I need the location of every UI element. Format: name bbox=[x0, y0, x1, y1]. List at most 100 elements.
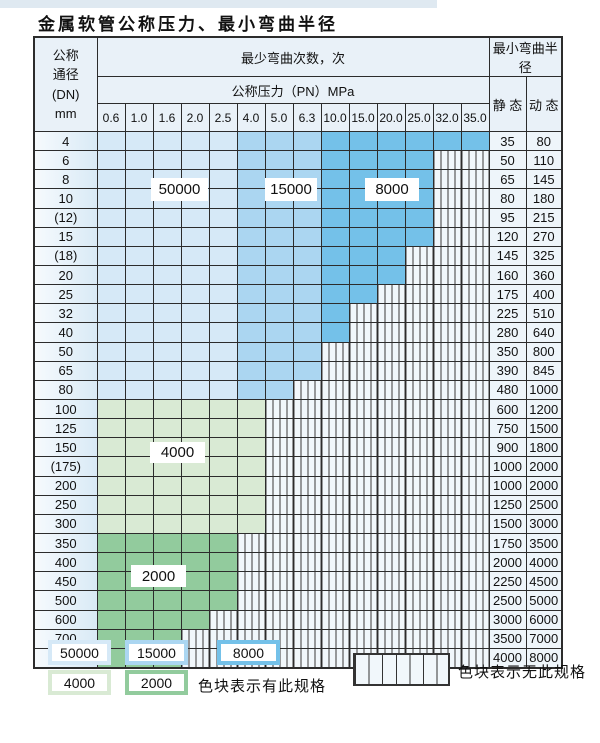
legend-available-label: 色块表示有此规格 bbox=[198, 678, 327, 695]
pressure-cell-available bbox=[152, 207, 182, 228]
pressure-cell-unavailable bbox=[460, 418, 490, 439]
pressure-cell-available bbox=[124, 398, 154, 420]
pressure-cell-available bbox=[292, 303, 322, 324]
dynamic-radius-cell: 800 bbox=[525, 341, 563, 362]
pressure-cell-available bbox=[208, 322, 238, 343]
pressure-cell-available bbox=[236, 245, 266, 266]
pressure-cell-available bbox=[264, 207, 294, 228]
dynamic-radius-cell: 1200 bbox=[525, 398, 563, 420]
cycles-header: 最少弯曲次数，次 bbox=[96, 36, 490, 77]
pressure-tick: 2.5 bbox=[208, 103, 238, 132]
pressure-cell-unavailable bbox=[404, 532, 434, 554]
static-radius-cell: 600 bbox=[488, 398, 527, 420]
dynamic-radius-cell: 5000 bbox=[525, 590, 563, 611]
pressure-cell-unavailable bbox=[208, 609, 238, 630]
static-radius-cell: 480 bbox=[488, 379, 527, 400]
pressure-cell-available bbox=[96, 341, 126, 362]
pressure-tick: 15.0 bbox=[348, 103, 378, 132]
table-row: 4 35 80 bbox=[33, 130, 563, 152]
static-radius-cell: 35 bbox=[488, 130, 527, 152]
pressure-cell-available bbox=[124, 341, 154, 362]
dn-cell: 350 bbox=[33, 532, 98, 554]
pressure-cell-available bbox=[292, 360, 322, 381]
pressure-cell-available bbox=[96, 303, 126, 324]
cycle-count-label: 4000 bbox=[150, 442, 205, 463]
pressure-cell-available bbox=[320, 150, 350, 171]
pressure-cell-unavailable bbox=[264, 532, 294, 554]
dynamic-radius-cell: 270 bbox=[525, 226, 563, 247]
pressure-cell-unavailable bbox=[348, 475, 378, 496]
pressure-cell-available bbox=[152, 303, 182, 324]
pressure-cell-unavailable bbox=[376, 475, 406, 496]
pressure-cell-unavailable bbox=[376, 609, 406, 630]
static-header: 静 态 bbox=[488, 76, 527, 132]
pressure-cell-available bbox=[124, 264, 154, 286]
pressure-cell-available bbox=[236, 379, 266, 400]
pressure-cell-available bbox=[152, 264, 182, 286]
pressure-cell-unavailable bbox=[348, 322, 378, 343]
pressure-cell-available bbox=[208, 207, 238, 228]
table-row: 32 225 510 bbox=[33, 303, 563, 324]
pressure-cell-unavailable bbox=[432, 552, 462, 573]
pressure-header: 公称压力（PN）MPa bbox=[96, 76, 490, 104]
pressure-cell-available bbox=[96, 456, 126, 477]
pressure-cell-unavailable bbox=[292, 552, 322, 573]
dynamic-radius-cell: 3000 bbox=[525, 513, 563, 534]
pressure-cell-unavailable bbox=[348, 590, 378, 611]
pressure-cell-unavailable bbox=[320, 379, 350, 400]
pressure-cell-unavailable bbox=[460, 379, 490, 400]
pressure-cell-unavailable bbox=[432, 494, 462, 515]
dynamic-radius-cell: 3500 bbox=[525, 532, 563, 554]
pressure-tick: 10.0 bbox=[320, 103, 350, 132]
pressure-cell-unavailable bbox=[376, 398, 406, 420]
pressure-cell-unavailable bbox=[236, 590, 266, 611]
pressure-cell-unavailable bbox=[404, 552, 434, 573]
pressure-cell-available bbox=[320, 303, 350, 324]
pressure-cell-unavailable bbox=[432, 513, 462, 534]
pressure-cell-available bbox=[124, 418, 154, 439]
dynamic-radius-cell: 145 bbox=[525, 169, 563, 190]
pressure-cell-available bbox=[376, 150, 406, 171]
pressure-cell-unavailable bbox=[460, 609, 490, 630]
pressure-cell-available bbox=[208, 379, 238, 400]
pressure-cell-unavailable bbox=[236, 609, 266, 630]
pressure-cell-available bbox=[124, 130, 154, 152]
table-row: 25 175 400 bbox=[33, 284, 563, 305]
pressure-cell-unavailable bbox=[292, 571, 322, 592]
pressure-cell-unavailable bbox=[404, 303, 434, 324]
dn-cell: 50 bbox=[33, 341, 98, 362]
pressure-cell-unavailable bbox=[376, 322, 406, 343]
pressure-cell-unavailable bbox=[376, 456, 406, 477]
top-strip-decoration bbox=[0, 0, 437, 8]
pressure-cell-available bbox=[236, 169, 266, 190]
pressure-cell-unavailable bbox=[348, 379, 378, 400]
pressure-cell-available bbox=[124, 513, 154, 534]
dynamic-radius-cell: 80 bbox=[525, 130, 563, 152]
pressure-cell-unavailable bbox=[320, 475, 350, 496]
pressure-cell-unavailable bbox=[404, 494, 434, 515]
pressure-cell-unavailable bbox=[460, 245, 490, 266]
dynamic-radius-cell: 2000 bbox=[525, 456, 563, 477]
dn-cell: 25 bbox=[33, 284, 98, 305]
pressure-cell-unavailable bbox=[432, 532, 462, 554]
pressure-cell-available bbox=[152, 418, 182, 439]
pressure-cell-unavailable bbox=[404, 590, 434, 611]
static-radius-cell: 2000 bbox=[488, 552, 527, 573]
pressure-cell-available bbox=[208, 418, 238, 439]
table-row: 80 480 1000 bbox=[33, 379, 563, 400]
pressure-cell-unavailable bbox=[432, 628, 462, 649]
pressure-cell-available bbox=[376, 130, 406, 152]
cycle-count-label: 8000 bbox=[365, 178, 419, 201]
table-row: (175) 1000 2000 bbox=[33, 456, 563, 477]
static-radius-cell: 3000 bbox=[488, 609, 527, 630]
table-row: 40 280 640 bbox=[33, 322, 563, 343]
pressure-cell-available bbox=[320, 284, 350, 305]
pressure-cell-available bbox=[320, 188, 350, 209]
dn-cell: 80 bbox=[33, 379, 98, 400]
pressure-cell-available bbox=[208, 341, 238, 362]
pressure-cell-available bbox=[292, 150, 322, 171]
pressure-cell-unavailable bbox=[320, 609, 350, 630]
pressure-cell-available bbox=[152, 379, 182, 400]
pressure-tick: 2.0 bbox=[180, 103, 210, 132]
pressure-cell-unavailable bbox=[404, 264, 434, 286]
